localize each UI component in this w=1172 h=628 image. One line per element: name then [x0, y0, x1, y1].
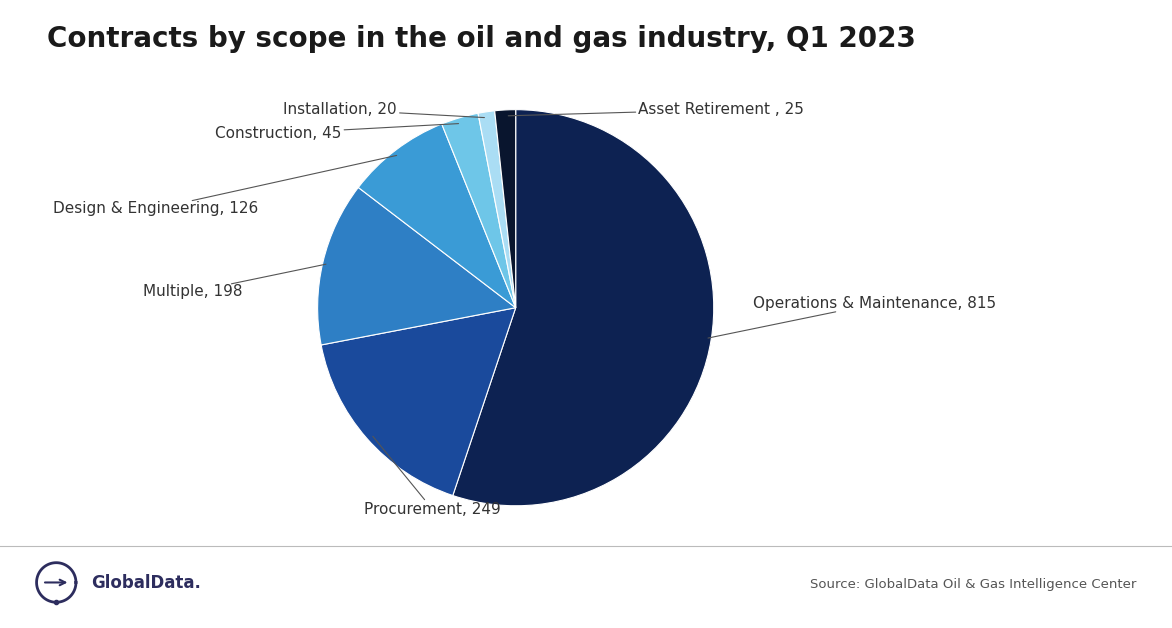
Wedge shape: [452, 110, 714, 506]
Text: Design & Engineering, 126: Design & Engineering, 126: [53, 155, 396, 216]
Text: Construction, 45: Construction, 45: [214, 124, 458, 141]
Text: Asset Retirement , 25: Asset Retirement , 25: [509, 102, 804, 117]
Wedge shape: [359, 124, 516, 308]
Text: GlobalData.: GlobalData.: [91, 574, 202, 592]
Wedge shape: [321, 308, 516, 495]
Text: Installation, 20: Installation, 20: [284, 102, 484, 117]
Wedge shape: [442, 113, 516, 308]
Text: Source: GlobalData Oil & Gas Intelligence Center: Source: GlobalData Oil & Gas Intelligenc…: [811, 578, 1137, 590]
Text: Contracts by scope in the oil and gas industry, Q1 2023: Contracts by scope in the oil and gas in…: [47, 25, 915, 53]
Wedge shape: [495, 110, 516, 308]
Text: Procurement, 249: Procurement, 249: [364, 436, 500, 517]
Wedge shape: [318, 187, 516, 345]
Wedge shape: [478, 111, 516, 308]
Text: Operations & Maintenance, 815: Operations & Maintenance, 815: [708, 296, 996, 338]
Text: Multiple, 198: Multiple, 198: [143, 264, 326, 300]
